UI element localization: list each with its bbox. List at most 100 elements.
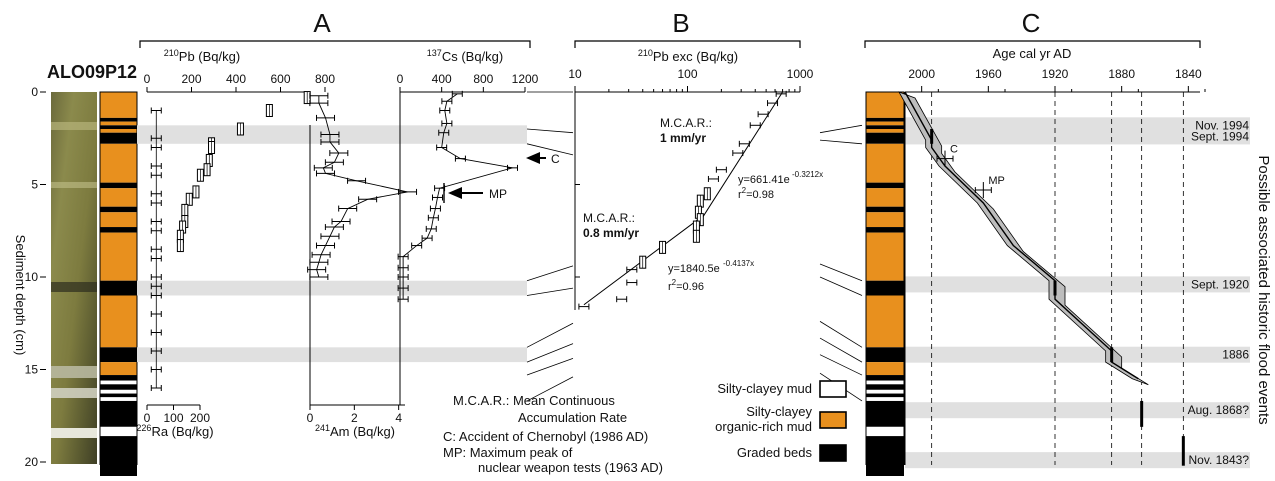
lithology-unit — [100, 232, 137, 281]
svg-text:-0.4137x: -0.4137x — [723, 259, 754, 268]
depth-axis-label: Sediment depth (cm) — [13, 235, 28, 356]
depth-ticks: 0 5 10 15 20 — [25, 85, 46, 469]
axis-tick-label: 600 — [270, 72, 290, 86]
am241-line — [316, 95, 408, 278]
event-label: Nov. 1843? — [1189, 453, 1250, 467]
lithology-unit — [866, 125, 904, 129]
lithology-unit — [100, 280, 137, 296]
lithology-frame — [865, 91, 905, 465]
lithology-unit — [100, 375, 137, 381]
lithology-unit — [100, 295, 137, 348]
flood-band — [905, 452, 1250, 469]
note-mcar: M.C.A.R.: Mean Continuous — [453, 393, 615, 408]
core-photo — [51, 92, 97, 464]
svg-text:M.C.A.R.:: M.C.A.R.: — [583, 211, 635, 225]
legend-label-graded: Graded beds — [737, 445, 813, 460]
connector-line — [526, 128, 574, 134]
connector-line — [526, 322, 574, 348]
lithology-unit — [100, 117, 137, 122]
lithology-unit — [866, 188, 904, 207]
axis-title-age: Age cal yr AD — [993, 46, 1072, 61]
axis-tick-label: 800 — [315, 72, 335, 86]
axis-tick-label: 100 — [677, 67, 697, 81]
flood-band — [137, 347, 527, 363]
lithology-unit — [100, 426, 137, 437]
svg-text:1 mm/yr: 1 mm/yr — [660, 131, 706, 145]
panel-label-a: A — [313, 8, 331, 38]
connector-line — [526, 265, 574, 282]
flood-band — [905, 346, 1250, 363]
lithology-log-a — [99, 91, 138, 481]
event-label: Nov. 1994 — [1195, 118, 1249, 132]
core-id: ALO09P12 — [47, 62, 137, 82]
axis-title-pb210: 210Pb (Bq/kg) — [164, 48, 240, 64]
legend-label-organic-1: Silty-clayey — [746, 404, 812, 419]
notes: M.C.A.R.: Mean Continuous Accumulation R… — [443, 393, 663, 475]
axis-tick-label: 2000 — [908, 67, 935, 81]
lithology-unit — [100, 206, 137, 213]
svg-text:y=1840.5e: y=1840.5e — [668, 263, 720, 275]
legend-swatch-organic — [819, 411, 847, 429]
fit-annotation-upper: M.C.A.R.: 1 mm/yr y=661.41e -0.3212x r2=… — [660, 116, 823, 201]
axis-tick-label: 2 — [351, 411, 358, 425]
connector-line — [526, 343, 574, 363]
axis-title-pb210exc: 210Pb exc (Bq/kg) — [638, 48, 738, 64]
depth-tick-label: 15 — [25, 363, 39, 377]
connector-line — [819, 124, 863, 134]
lithology-unit — [866, 426, 904, 437]
panel-b-ticks: 10 100 1000 — [568, 67, 814, 278]
lithology-unit — [866, 182, 904, 189]
event-label: Aug. 1868? — [1188, 403, 1250, 417]
svg-text:y=661.41e: y=661.41e — [738, 174, 790, 186]
fit-line-upper — [695, 91, 783, 228]
lithology-unit — [866, 380, 904, 385]
axis-title-cs137: 137Cs (Bq/kg) — [427, 48, 503, 64]
lithology-unit — [100, 125, 137, 129]
annotation-c-arrow: C — [526, 152, 560, 166]
lithology-unit — [100, 143, 137, 183]
lithology-unit — [100, 347, 137, 363]
lithology-unit — [866, 400, 904, 427]
lithology-unit — [100, 227, 137, 233]
axis-tick-label: 1920 — [1042, 67, 1069, 81]
lithology-unit — [100, 393, 137, 398]
axis-tick-label: 0 — [144, 411, 151, 425]
side-label: Possible associated historic flood event… — [1255, 155, 1272, 424]
connector-line — [819, 321, 863, 348]
depth-tick-label: 5 — [31, 178, 38, 192]
connector-line — [526, 143, 574, 156]
flood-bands-a — [137, 125, 527, 363]
axis-tick-label: 1880 — [1108, 67, 1135, 81]
lithology-unit — [100, 212, 137, 228]
lithology-unit — [866, 362, 904, 376]
axis-tick-label: 200 — [190, 411, 210, 425]
lithology-unit — [866, 117, 904, 122]
axis-tick-label: 100 — [163, 411, 183, 425]
legend-swatch-graded — [819, 444, 847, 462]
panel-label-c: C — [1022, 8, 1041, 38]
axis-tick-label: 1840 — [1175, 67, 1202, 81]
connector-line — [526, 358, 574, 376]
lithology-unit — [866, 375, 904, 381]
axis-tick-label: 10 — [568, 67, 582, 81]
series-pb210exc — [578, 90, 787, 310]
lithology-unit — [866, 280, 904, 296]
connector-line — [526, 376, 574, 402]
note-mp-2: nuclear weapon tests (1963 AD) — [478, 460, 663, 475]
note-c: C: Accident of Chernobyl (1986 AD) — [443, 429, 648, 444]
age-depth-model: C MP — [898, 91, 1185, 466]
lithology-unit — [866, 143, 904, 183]
lithology-unit — [100, 384, 137, 390]
lithology-unit — [866, 92, 904, 118]
axis-tick-label: 0 — [144, 72, 151, 86]
svg-text:M.C.A.R.:: M.C.A.R.: — [660, 116, 712, 130]
lithology-unit — [100, 121, 137, 126]
axis-tick-label: 1000 — [787, 67, 814, 81]
connector-line — [526, 287, 574, 296]
svg-text:r2=0.98: r2=0.98 — [738, 186, 774, 201]
lithology-unit — [100, 380, 137, 385]
bracket-a — [139, 40, 531, 48]
